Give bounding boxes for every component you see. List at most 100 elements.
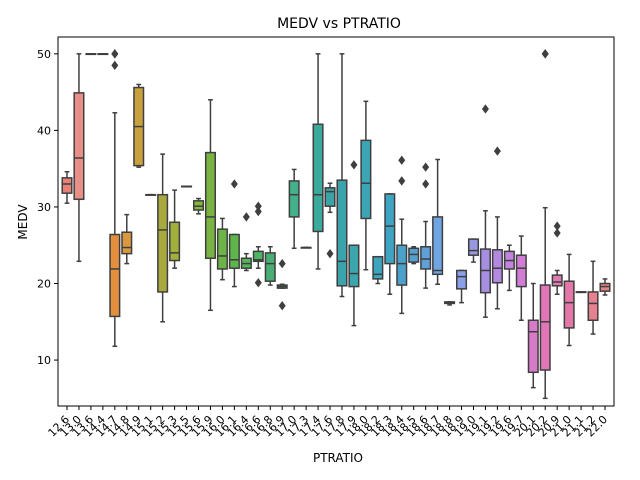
box-group — [61, 170, 73, 204]
box-group — [420, 162, 432, 289]
box-iqr — [551, 274, 563, 287]
box-group — [145, 193, 157, 196]
box-group — [312, 53, 324, 270]
outlier-point — [254, 278, 262, 288]
box-group — [324, 182, 336, 259]
box-group — [575, 291, 587, 294]
box-iqr — [264, 252, 276, 282]
outlier-point — [254, 201, 262, 211]
box-iqr — [336, 179, 348, 287]
box-group — [228, 179, 240, 288]
box-group — [479, 104, 491, 318]
box-iqr — [312, 123, 324, 233]
box-group — [192, 197, 205, 215]
y-tick-label: 30 — [37, 201, 51, 214]
box-group — [169, 189, 181, 269]
box-iqr — [288, 180, 300, 218]
outlier-point — [230, 179, 238, 189]
outlier-point — [541, 49, 549, 59]
box-iqr — [432, 216, 444, 276]
axes-frame — [57, 36, 615, 407]
box-iqr — [599, 282, 611, 292]
x-axis-label: PTRATIO — [313, 451, 363, 465]
box-group — [336, 53, 348, 298]
box-group — [300, 246, 312, 249]
box-group — [456, 269, 468, 304]
box-group — [491, 146, 503, 310]
box-iqr — [157, 193, 169, 293]
plot-area — [61, 49, 611, 400]
box-group — [97, 53, 109, 56]
outlier-point — [111, 49, 119, 59]
box-group — [563, 253, 575, 347]
box-group — [503, 244, 515, 292]
outlier-point — [553, 228, 561, 238]
chart-title: MEDV vs PTRATIO — [277, 16, 401, 32]
box-group — [109, 49, 121, 348]
box-iqr — [228, 233, 240, 269]
box-iqr — [587, 291, 599, 322]
box-group — [432, 158, 444, 286]
box-group — [467, 238, 480, 263]
outlier-point — [398, 176, 406, 186]
box-iqr — [61, 177, 73, 194]
box-iqr — [360, 139, 372, 220]
box-iqr — [204, 151, 216, 259]
box-iqr — [192, 200, 205, 211]
box-iqr — [324, 187, 336, 207]
box-iqr — [216, 228, 228, 270]
box-iqr — [456, 269, 468, 290]
outlier-point — [481, 104, 489, 114]
box-iqr — [515, 254, 527, 288]
y-axis: 10 20 30 40 50 — [37, 48, 58, 367]
box-group — [216, 217, 228, 281]
box-group — [85, 53, 97, 56]
y-tick-label: 20 — [37, 278, 51, 291]
outlier-point — [422, 162, 430, 172]
box-group — [527, 282, 539, 389]
box-group — [372, 255, 384, 285]
box-group — [360, 100, 372, 271]
box-group — [444, 301, 456, 306]
y-axis-label: MEDV — [16, 204, 30, 240]
outlier-point — [422, 179, 430, 189]
box-group — [133, 83, 145, 168]
outlier-point — [493, 146, 501, 156]
box-group — [204, 99, 216, 312]
box-group — [252, 201, 264, 288]
box-group — [276, 258, 288, 311]
box-iqr — [372, 255, 384, 280]
outlier-point — [326, 248, 334, 259]
outlier-point — [553, 221, 561, 231]
box-iqr — [539, 284, 551, 371]
box-group — [599, 278, 611, 296]
y-tick-label: 50 — [37, 48, 51, 61]
box-iqr — [121, 231, 133, 255]
box-group — [240, 212, 252, 272]
box-group — [348, 160, 360, 327]
outlier-point — [111, 60, 119, 70]
box-group — [73, 53, 85, 263]
box-iqr — [396, 244, 408, 286]
box-iqr — [252, 250, 264, 263]
outlier-point — [350, 160, 358, 170]
outlier-point — [254, 206, 262, 217]
box-iqr — [73, 92, 85, 201]
box-iqr — [169, 221, 181, 262]
outlier-point — [398, 155, 406, 165]
box-iqr — [408, 247, 420, 263]
box-group — [264, 246, 276, 286]
outlier-point — [278, 258, 286, 269]
box-iqr — [563, 280, 575, 329]
outlier-point — [242, 212, 250, 222]
outlier-point — [278, 301, 286, 311]
box-iqr — [348, 244, 360, 288]
box-group — [384, 193, 396, 295]
box-group — [408, 246, 420, 265]
box-iqr — [527, 319, 539, 374]
box-group — [288, 168, 300, 250]
y-tick-label: 10 — [37, 354, 51, 367]
box-group — [587, 260, 599, 335]
y-tick-label: 40 — [37, 124, 51, 137]
